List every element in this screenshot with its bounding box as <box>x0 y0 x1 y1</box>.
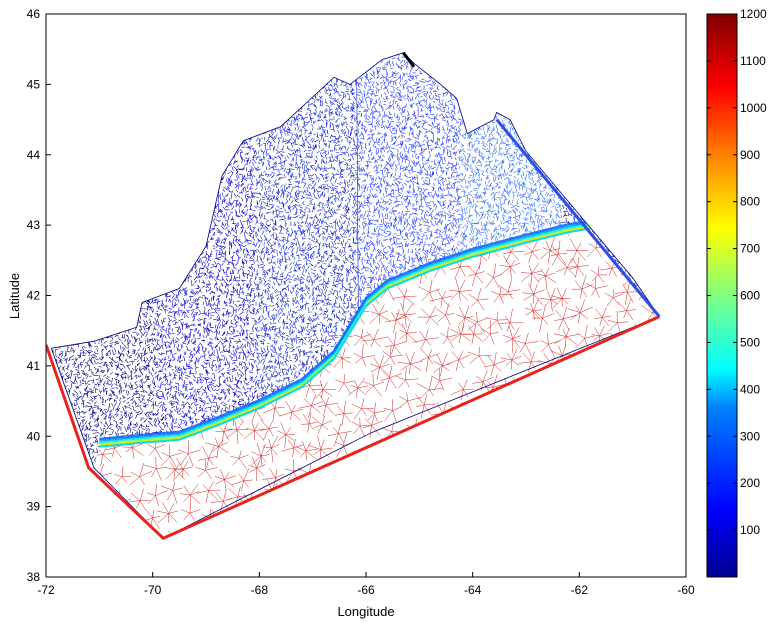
colorbar-tick-label: 300 <box>740 429 760 443</box>
series-layer <box>46 51 661 540</box>
coastline-outline <box>50 52 660 539</box>
colorbar-ticks: 100 200 300 400 500 600 700 800 900 1000 1100 1200 <box>707 7 767 537</box>
y-tick-label: 41 <box>27 359 41 373</box>
y-tick-label: 43 <box>27 218 41 232</box>
deep-mesh <box>94 228 660 539</box>
x-axis-label: Longitude <box>337 604 394 619</box>
colorbar-tick-label: 200 <box>740 476 760 490</box>
colorbar-tick-label: 1000 <box>740 101 767 115</box>
x-tick-label: -64 <box>464 583 482 597</box>
colorbar-tick-label: 400 <box>740 382 760 396</box>
x-axis: -72 -70 -68 -66 -64 -62 -60 <box>37 572 695 597</box>
deep-mesh-background <box>94 228 660 539</box>
y-tick-label: 40 <box>27 429 41 443</box>
colorbar: 100 200 300 400 500 600 700 800 900 1000 1100 1200 <box>706 7 767 578</box>
x-tick-label: -70 <box>144 583 162 597</box>
mesh-layer <box>51 52 660 539</box>
y-tick-label: 39 <box>27 500 41 514</box>
open-boundary-south-line <box>46 315 660 540</box>
x-tick-label: -66 <box>357 583 375 597</box>
colorbar-tick-label: 600 <box>740 289 760 303</box>
x-tick-label: -72 <box>37 583 55 597</box>
y-axis-label: Latitude <box>7 273 22 319</box>
x-tick-label: -68 <box>251 583 269 597</box>
y-tick-label: 45 <box>27 77 41 91</box>
open-boundary-north-line <box>402 51 416 68</box>
x-tick-label: -60 <box>677 583 695 597</box>
shelf-break-front-line <box>99 227 591 448</box>
colorbar-tick-label: 700 <box>740 242 760 256</box>
colorbar-tick-label: 1200 <box>740 7 767 21</box>
colorbar-tick-label: 900 <box>740 148 760 162</box>
y-tick-label: 44 <box>27 148 41 162</box>
colorbar-tick-label: 500 <box>740 335 760 349</box>
y-tick-label: 46 <box>27 7 41 21</box>
colorbar-tick-label: 800 <box>740 195 760 209</box>
shelf-break-band <box>99 219 591 440</box>
y-tick-label: 42 <box>27 289 41 303</box>
y-tick-label: 38 <box>27 570 41 584</box>
colorbar-gradient <box>706 13 738 578</box>
open-boundary-east-line <box>495 118 661 318</box>
y-axis: 38 39 40 41 42 43 44 45 46 <box>27 7 51 584</box>
x-tick-label: -62 <box>571 583 589 597</box>
colorbar-tick-label: 100 <box>740 523 760 537</box>
colorbar-tick-label: 1100 <box>740 54 766 68</box>
plot-area: -72 -70 -68 -66 -64 -62 -60 38 39 40 41 42 43 44 45 46… <box>7 7 695 619</box>
